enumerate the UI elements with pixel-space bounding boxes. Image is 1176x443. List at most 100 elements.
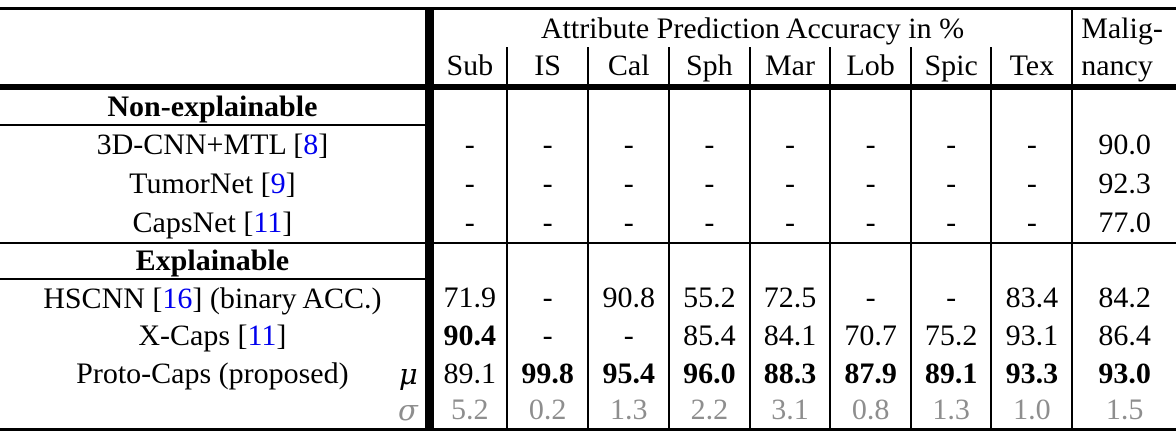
section-label-non-explainable: Non-explainable bbox=[0, 87, 434, 126]
empty-cell bbox=[668, 87, 750, 125]
cell-malignancy: 1.5 bbox=[1071, 393, 1176, 429]
citation-link[interactable]: 16 bbox=[162, 281, 193, 315]
table-row-tumornet: TumorNet [9] - - - - - - - - 92.3 bbox=[0, 164, 1176, 203]
section-row-explainable: Explainable bbox=[0, 243, 1176, 280]
cell-tex: - bbox=[990, 203, 1073, 244]
model-name: HSCNN [16] (binary ACC.) bbox=[43, 282, 381, 315]
cell-malignancy: 93.0 bbox=[1071, 355, 1176, 393]
section-row-non-explainable: Non-explainable bbox=[0, 87, 1176, 126]
cell-is: - bbox=[505, 203, 589, 244]
empty-cell bbox=[990, 87, 1073, 125]
cell-cal: 95.4 bbox=[587, 355, 670, 393]
cell-mar: 84.1 bbox=[748, 317, 831, 355]
empty-cell bbox=[668, 243, 750, 279]
cell-sph: 96.0 bbox=[668, 355, 750, 393]
cell-tex: 93.3 bbox=[990, 355, 1073, 393]
cell-cal: 1.3 bbox=[587, 393, 670, 429]
empty-cell bbox=[748, 243, 831, 279]
empty-cell bbox=[990, 243, 1073, 279]
cell-sub: - bbox=[464, 166, 475, 200]
col-header-mar: Mar bbox=[748, 47, 831, 90]
cell-mar: - bbox=[748, 203, 831, 244]
model-name-cell: CapsNet [11] bbox=[0, 203, 434, 244]
citation-link[interactable]: 9 bbox=[270, 166, 286, 200]
cell-sph: 2.2 bbox=[668, 393, 750, 429]
model-name: 3D-CNN+MTL [8] bbox=[97, 128, 329, 161]
table-row-capsnet: CapsNet [11] - - - - - - - - 77.0 bbox=[0, 203, 1176, 244]
cell-cal: 90.8 bbox=[587, 279, 670, 317]
cell-lob: 0.8 bbox=[829, 393, 911, 429]
attr-group-title: Attribute Prediction Accuracy in % bbox=[540, 11, 965, 45]
model-name-post: ] (binary ACC.) bbox=[192, 281, 382, 315]
col-header-cal: Cal bbox=[587, 47, 670, 90]
model-name-post: ] bbox=[282, 205, 293, 239]
col-header-is: IS bbox=[505, 47, 589, 90]
cell-mar: - bbox=[748, 164, 831, 203]
cell-lob: 70.7 bbox=[829, 317, 911, 355]
cell-spic: 1.3 bbox=[909, 393, 992, 429]
table-row-proto-caps-mu: Proto-Caps (proposed) μ 89.1 99.8 95.4 9… bbox=[0, 355, 1176, 393]
cell-sub: 90.4 bbox=[443, 319, 497, 352]
model-name-cell: 3D-CNN+MTL [8] bbox=[0, 125, 434, 164]
citation-link[interactable]: 8 bbox=[303, 128, 319, 161]
header-row-columns: Sub IS Cal Sph Mar Lob Spic Tex bbox=[0, 47, 1176, 90]
malignancy-header-line1: Malig- bbox=[1081, 12, 1163, 45]
col-header-spic: Spic bbox=[909, 47, 992, 90]
cell-is: - bbox=[505, 164, 589, 203]
cell-malignancy: 77.0 bbox=[1071, 203, 1176, 244]
cell-spic: - bbox=[909, 125, 992, 164]
table-row-x-caps: X-Caps [11] 90.4 - - 85.4 84.1 70.7 75.2… bbox=[0, 317, 1176, 355]
model-name-cell: HSCNN [16] (binary ACC.) bbox=[0, 279, 434, 317]
empty-cell bbox=[429, 243, 507, 279]
model-name-pre: TumorNet [ bbox=[129, 166, 271, 200]
header-row-group: Attribute Prediction Accuracy in % Malig… bbox=[0, 8, 1176, 90]
cell-lob: - bbox=[829, 203, 911, 244]
cell-mar: 88.3 bbox=[748, 355, 831, 393]
model-name: TumorNet [9] bbox=[129, 167, 295, 200]
cell-spic: - bbox=[909, 203, 992, 244]
model-name-cell: X-Caps [11] bbox=[0, 317, 434, 355]
cell-is: - bbox=[505, 279, 589, 317]
model-name-pre: HSCNN [ bbox=[43, 281, 163, 315]
cell-tex: 1.0 bbox=[990, 393, 1073, 429]
model-name-pre: 3D-CNN+MTL [ bbox=[96, 128, 304, 161]
cell-is: - bbox=[505, 125, 589, 164]
cell-tex: - bbox=[990, 164, 1073, 203]
model-name: X-Caps [11] bbox=[138, 319, 286, 352]
col-header-lob: Lob bbox=[829, 47, 911, 90]
cell-cal: - bbox=[587, 164, 670, 203]
sigma-label-cell: σ bbox=[0, 393, 434, 429]
citation-link[interactable]: 11 bbox=[253, 205, 283, 239]
empty-cell bbox=[505, 87, 589, 125]
sigma-symbol: σ bbox=[397, 393, 418, 428]
cell-lob: - bbox=[829, 164, 911, 203]
table-row-3d-cnn-mtl: 3D-CNN+MTL [8] - - - - - - - - 90.0 bbox=[0, 125, 1176, 164]
cell-malignancy: 92.3 bbox=[1071, 164, 1176, 203]
corner-cell bbox=[0, 8, 434, 90]
empty-cell bbox=[1071, 87, 1176, 125]
cell-is: 99.8 bbox=[505, 355, 589, 393]
cell-sph: 85.4 bbox=[668, 317, 750, 355]
cell-mar: - bbox=[748, 125, 831, 164]
cell-lob: 87.9 bbox=[829, 355, 911, 393]
model-name: CapsNet [11] bbox=[133, 206, 293, 239]
cell-malignancy: 84.2 bbox=[1071, 279, 1176, 317]
cell-cal: - bbox=[587, 203, 670, 244]
table-row-hscnn: HSCNN [16] (binary ACC.) 71.9 - 90.8 55.… bbox=[0, 279, 1176, 317]
model-name-cell: TumorNet [9] bbox=[0, 164, 434, 203]
citation-link[interactable]: 11 bbox=[247, 319, 277, 352]
model-name-post: ] bbox=[318, 128, 329, 161]
col-header-tex: Tex bbox=[990, 47, 1073, 90]
results-table: Attribute Prediction Accuracy in % Malig… bbox=[0, 7, 1176, 431]
cell-sub: 5.2 bbox=[451, 393, 489, 427]
empty-cell bbox=[829, 87, 911, 125]
model-name-post: ] bbox=[285, 166, 296, 200]
cell-malignancy: 86.4 bbox=[1071, 317, 1176, 355]
cell-spic: 89.1 bbox=[909, 355, 992, 393]
empty-cell bbox=[1071, 243, 1176, 279]
section-label-explainable: Explainable bbox=[0, 243, 434, 280]
empty-cell bbox=[429, 87, 507, 125]
cell-cal: - bbox=[587, 317, 670, 355]
cell-sub: 89.1 bbox=[443, 357, 497, 390]
cell-spic: - bbox=[909, 164, 992, 203]
